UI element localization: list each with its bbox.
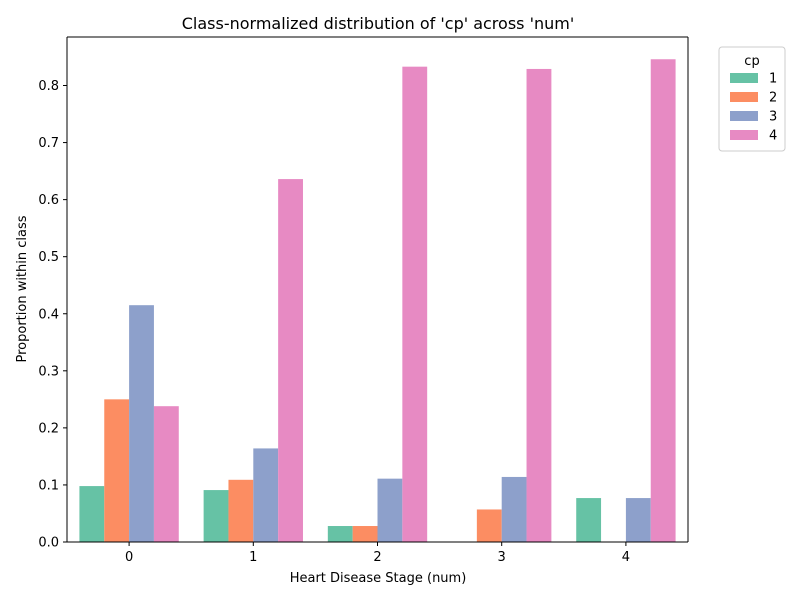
legend-label-4: 4 xyxy=(769,129,777,144)
legend-label-2: 2 xyxy=(769,91,777,106)
bar-cp4-num4 xyxy=(650,59,676,542)
bar-cp3-num3 xyxy=(501,476,527,542)
y-tick-label: 0.5 xyxy=(38,250,59,265)
x-tick-label: 1 xyxy=(249,550,257,565)
legend-label-3: 3 xyxy=(769,110,777,125)
bar-cp4-num1 xyxy=(278,179,303,542)
axes-layer: 0.0 0.1 0.2 0.3 0.4 0.5 0.6 0.7 0.8 0 1 2 3 4 xyxy=(38,36,689,565)
y-tick-label: 0.0 xyxy=(38,536,59,551)
legend-swatch-2 xyxy=(730,92,758,102)
bar-cp1-num2 xyxy=(327,526,353,542)
x-axis-label: Heart Disease Stage (num) xyxy=(290,571,467,586)
bars-layer xyxy=(79,59,676,543)
bar-cp4-num2 xyxy=(402,66,428,543)
bar-cp3-num4 xyxy=(625,498,651,542)
bar-cp2-num3 xyxy=(476,509,502,542)
x-tick-label: 3 xyxy=(498,550,506,565)
x-tick-label: 4 xyxy=(622,550,630,565)
bar-cp2-num0 xyxy=(104,399,130,542)
legend-label-1: 1 xyxy=(769,72,777,87)
legend-swatch-1 xyxy=(730,73,758,83)
bar-cp3-num1 xyxy=(253,448,279,542)
legend: cp 1 2 3 4 xyxy=(718,46,786,152)
bar-cp3-num2 xyxy=(377,478,403,542)
legend-title: cp xyxy=(744,54,759,69)
bar-cp1-num1 xyxy=(203,490,229,542)
bar-cp3-num0 xyxy=(129,305,154,542)
x-tick-label: 0 xyxy=(125,550,133,565)
legend-swatch-3 xyxy=(730,111,758,121)
bar-cp2-num1 xyxy=(228,479,254,542)
bar-cp1-num4 xyxy=(576,498,602,542)
y-tick-label: 0.6 xyxy=(38,193,59,208)
bar-cp4-num0 xyxy=(153,406,179,542)
y-tick-label: 0.2 xyxy=(38,421,59,436)
y-axis-label: Proportion within class xyxy=(15,215,30,362)
chart-title: Class-normalized distribution of 'cp' ac… xyxy=(182,14,575,33)
y-tick-label: 0.7 xyxy=(38,136,59,151)
y-tick-label: 0.8 xyxy=(38,79,59,94)
y-tick-label: 0.4 xyxy=(38,307,59,322)
bar-cp4-num3 xyxy=(526,68,552,542)
bar-cp1-num0 xyxy=(79,486,105,542)
y-tick-label: 0.1 xyxy=(38,478,59,493)
bar-cp2-num2 xyxy=(352,526,378,542)
legend-swatch-4 xyxy=(730,130,758,140)
x-tick-label: 2 xyxy=(373,550,381,565)
y-tick-label: 0.3 xyxy=(38,364,59,379)
